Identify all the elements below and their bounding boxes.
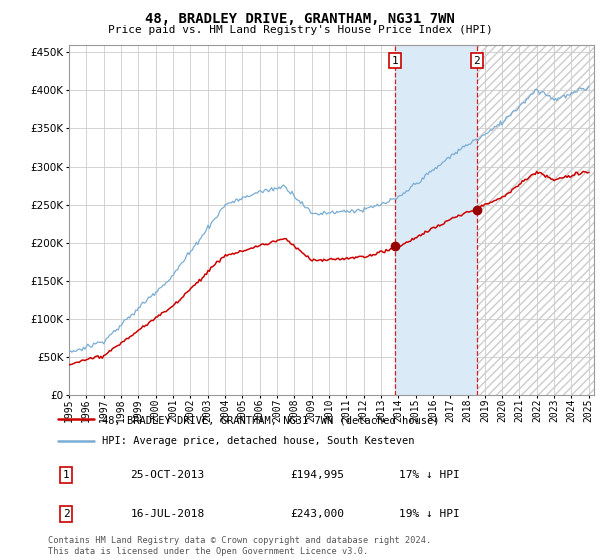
Text: 2: 2: [473, 55, 480, 66]
Text: 19% ↓ HPI: 19% ↓ HPI: [399, 509, 460, 519]
Text: Price paid vs. HM Land Registry's House Price Index (HPI): Price paid vs. HM Land Registry's House …: [107, 25, 493, 35]
Text: HPI: Average price, detached house, South Kesteven: HPI: Average price, detached house, Sout…: [102, 436, 415, 446]
Text: Contains HM Land Registry data © Crown copyright and database right 2024.
This d: Contains HM Land Registry data © Crown c…: [48, 536, 431, 556]
Bar: [477, 45, 594, 395]
Text: 1: 1: [62, 470, 70, 480]
Text: 17% ↓ HPI: 17% ↓ HPI: [399, 470, 460, 480]
Text: 1: 1: [392, 55, 398, 66]
Text: 2: 2: [62, 509, 70, 519]
Bar: [395, 45, 477, 395]
Text: 25-OCT-2013: 25-OCT-2013: [131, 470, 205, 480]
Text: £194,995: £194,995: [290, 470, 344, 480]
Text: 16-JUL-2018: 16-JUL-2018: [131, 509, 205, 519]
Text: £243,000: £243,000: [290, 509, 344, 519]
Text: 48, BRADLEY DRIVE, GRANTHAM, NG31 7WN (detached house): 48, BRADLEY DRIVE, GRANTHAM, NG31 7WN (d…: [102, 416, 440, 426]
Text: 48, BRADLEY DRIVE, GRANTHAM, NG31 7WN: 48, BRADLEY DRIVE, GRANTHAM, NG31 7WN: [145, 12, 455, 26]
